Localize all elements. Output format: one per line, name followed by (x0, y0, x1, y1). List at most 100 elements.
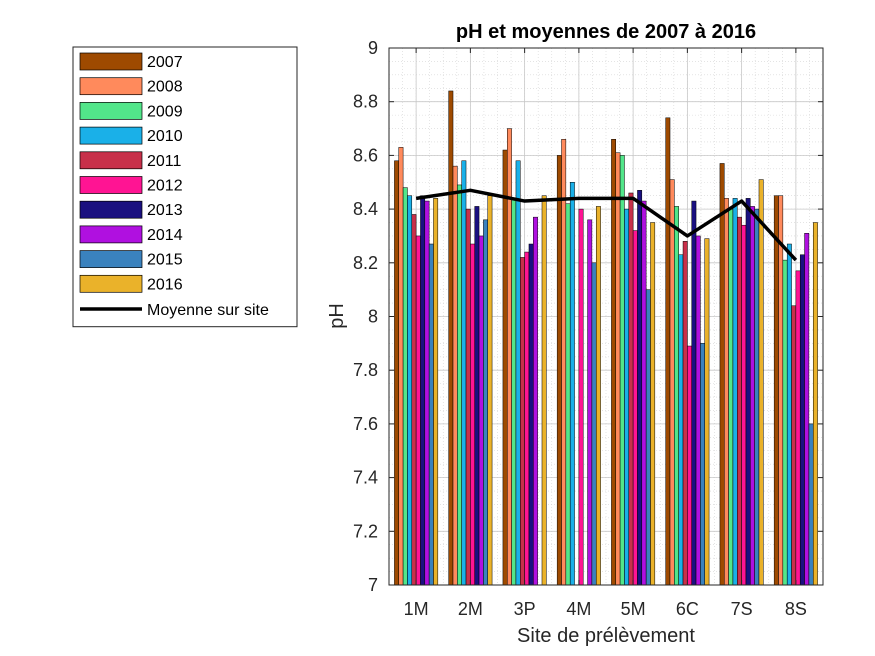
bar-2011-7S (737, 216, 742, 586)
bar-2016-6C (704, 238, 710, 586)
bar-2014-5M (641, 200, 647, 586)
legend-swatch-2012 (79, 176, 143, 194)
bar-2014-8S (804, 233, 810, 586)
y-axis-label: pH (326, 303, 348, 329)
bar-2012-8S (795, 270, 801, 586)
y-tick-label: 8.6 (353, 145, 378, 165)
bar-2010-7S (732, 198, 738, 586)
legend-swatch-2013 (79, 200, 143, 219)
bar-2009-3P (511, 198, 517, 586)
bar-2008-1M (398, 147, 404, 586)
legend-swatch-2016 (79, 274, 143, 293)
y-tick-label: 7.8 (353, 360, 378, 380)
bar-2012-3P (524, 251, 530, 586)
legend: 2007 2008 2009 2010 2011 2012 2013 2014 2015 2016… (72, 46, 298, 328)
bar-2015-2M (483, 219, 488, 586)
plot-area: 7 7.2 7.4 7.6 7.8 8 8.2 8.4 8.6 8.8 9 1M 2M 3P 4M 5M 6C 7… (353, 38, 824, 619)
bar-2007-7S (719, 163, 725, 586)
legend-label-2013: 2013 (147, 202, 183, 219)
x-tick-label: 3P (514, 599, 536, 619)
y-tick-label: 7.4 (353, 468, 378, 488)
x-tick-label: 4M (566, 599, 591, 619)
y-tick-label: 7.6 (353, 414, 378, 434)
legend-swatch-2014 (79, 225, 143, 244)
legend-label-2010: 2010 (147, 128, 183, 145)
bar-2007-6C (665, 117, 671, 586)
bar-2012-4M (578, 208, 584, 586)
bar-2015-4M (591, 262, 597, 586)
bar-2010-5M (624, 208, 630, 586)
bar-2009-5M (619, 155, 625, 586)
bar-2014-4M (587, 219, 593, 586)
bar-2014-6C (695, 235, 701, 586)
bar-2015-6C (700, 343, 705, 586)
bar-2008-7S (724, 198, 729, 586)
bar-2016-8S (812, 222, 818, 586)
bar-2008-2M (452, 165, 458, 586)
bar-2007-1M (394, 160, 400, 586)
legend-label-2016: 2016 (147, 276, 183, 293)
bar-2014-3P (533, 216, 538, 586)
bar-2013-2M (474, 206, 480, 586)
bar-2007-3P (502, 149, 508, 586)
legend-swatch-2010 (79, 126, 143, 145)
x-axis-label: Site de prélèvement (517, 625, 695, 647)
bar-2013-3P (528, 243, 534, 586)
bar-2011-5M (628, 192, 634, 586)
legend-swatch-2009 (79, 102, 143, 120)
y-tick-label: 8.2 (353, 253, 378, 273)
bar-2011-1M (411, 214, 417, 586)
y-tick-label: 8 (368, 307, 378, 327)
bar-2013-6C (691, 200, 697, 586)
bar-2010-3P (515, 160, 521, 586)
bar-2016-1M (433, 198, 439, 586)
bar-2012-2M (470, 243, 475, 586)
bar-2016-7S (758, 179, 764, 586)
x-tick-label: 5M (621, 599, 646, 619)
legend-swatch-2007 (79, 52, 143, 71)
legend-label-2014: 2014 (147, 227, 183, 244)
bar-2016-2M (487, 195, 493, 586)
bar-2012-6C (687, 345, 692, 586)
bar-2008-5M (615, 152, 621, 586)
bar-2013-7S (745, 198, 751, 586)
y-tick-label: 7 (368, 575, 378, 595)
y-tick-label: 9 (368, 38, 378, 58)
legend-label-2009: 2009 (147, 103, 183, 120)
bar-2010-4M (569, 182, 575, 586)
bar-2015-5M (645, 289, 651, 586)
legend-swatch-2015 (79, 250, 143, 268)
y-tick-label: 7.2 (353, 521, 378, 541)
bar-2010-2M (461, 160, 467, 586)
bar-2007-2M (448, 90, 454, 586)
bar-2015-1M (428, 243, 434, 586)
bar-2016-3P (541, 195, 547, 586)
x-tick-label: 2M (458, 599, 483, 619)
bar-2014-7S (750, 206, 755, 586)
bar-2009-8S (782, 259, 788, 586)
x-tick-label: 8S (785, 599, 807, 619)
x-tick-label: 1M (404, 599, 429, 619)
bar-2010-8S (786, 243, 792, 586)
bar-2012-7S (741, 224, 747, 586)
bar-2014-1M (424, 200, 430, 586)
legend-label-2008: 2008 (147, 79, 183, 96)
y-tick-label: 8.4 (353, 199, 378, 219)
bar-2016-4M (595, 206, 601, 586)
bar-2007-4M (556, 155, 562, 586)
bar-2009-7S (728, 208, 734, 586)
bar-2015-7S (754, 208, 760, 586)
bar-2009-4M (565, 203, 571, 586)
bar-2014-2M (478, 235, 484, 586)
x-tick-label: 7S (731, 599, 753, 619)
chart-title: pH et moyennes de 2007 à 2016 (456, 21, 756, 43)
bar-2009-1M (402, 187, 408, 586)
legend-label-2012: 2012 (147, 178, 183, 195)
legend-label-2011: 2011 (147, 153, 182, 170)
y-tick-label: 8.8 (353, 92, 378, 112)
bar-2011-2M (465, 208, 471, 586)
bar-2016-5M (650, 222, 656, 586)
bar-2007-8S (773, 195, 779, 586)
legend-swatch-2008 (79, 77, 143, 96)
